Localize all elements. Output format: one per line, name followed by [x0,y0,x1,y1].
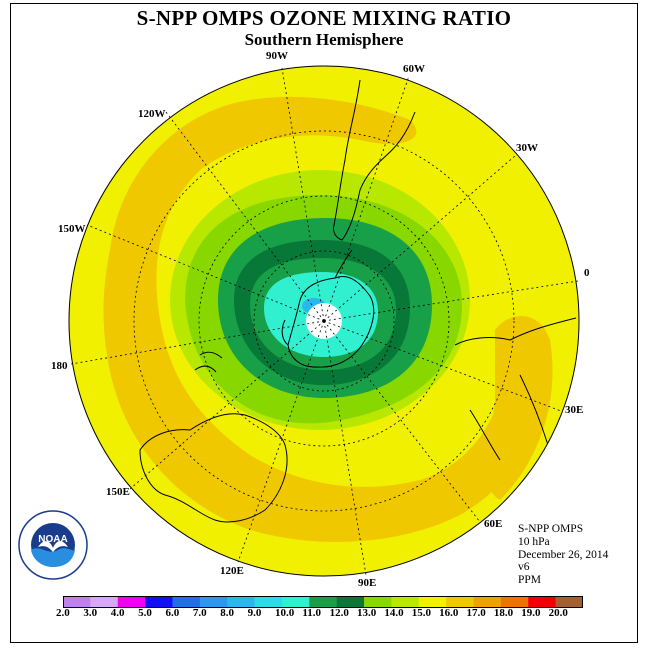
colorbar-swatch [528,596,556,608]
info-pressure: 10 hPa [518,535,550,548]
colorbar-swatch [117,596,146,608]
colorbar-swatch [172,596,201,608]
colorbar [63,596,583,608]
colorbar-swatch [90,596,119,608]
colorbar-tick-label: 15.0 [411,607,432,619]
meridians [70,67,579,576]
colorbar-tick-label: 9.0 [247,607,262,619]
colorbar-swatch [281,596,310,608]
graticule [133,130,515,512]
colorbar-tick-label: 19.0 [521,607,541,619]
colorbar-tick-label: 3.0 [83,607,98,619]
colorbar-swatch [309,596,337,608]
lon-label-90e: 90E [358,577,377,589]
colorbar-tick-label: 7.0 [192,607,207,619]
colorbar-border [63,596,583,608]
map-subtitle: Southern Hemisphere [244,30,404,49]
colorbar-swatch [227,596,255,608]
colorbar-swatch [391,596,420,608]
colorbar-swatch [555,596,583,608]
ozone-field [69,66,579,576]
lon-label-30e: 30E [565,404,584,416]
colorbar-swatch [145,596,173,608]
colorbar-swatch [336,596,365,608]
colorbar-swatch [63,596,91,608]
colorbar-tick-label: 20.0 [548,607,568,619]
info-date: December 26, 2014 [518,548,609,561]
colorbar-tick-label: 5.0 [138,607,152,619]
lon-label-0: 0 [584,267,590,279]
colorbar-swatch [254,596,283,608]
coastlines [139,79,577,523]
noaa-logo: NOAA [18,510,88,580]
colorbar-swatch [473,596,502,608]
colorbar-tick-label: 17.0 [466,607,486,619]
colorbar-tick-label: 4.0 [110,607,125,619]
colorbar-tick-label: 8.0 [220,607,234,619]
logo-text: NOAA [38,534,67,545]
colorbar-swatch [500,596,529,608]
colorbar-tick-label: 13.0 [357,607,377,619]
lon-label-90w: 90W [266,50,288,62]
lon-label-30w: 30W [516,142,538,154]
lon-label-60e: 60E [484,518,503,530]
map-boundary [68,65,580,577]
colorbar-tick-label: 16.0 [439,607,459,619]
plot-frame [10,3,638,643]
map-title: S-NPP OMPS OZONE MIXING RATIO [136,6,512,30]
colorbar-tick-label: 10.0 [274,607,295,619]
info-instrument: S-NPP OMPS [518,523,584,535]
info-units: PPM [518,574,542,587]
ozone-band-16 [103,96,551,542]
colorbar-tick-label: 2.0 [56,607,70,619]
info-block: S-NPP OMPS 10 hPa December 26, 2014 v6 P… [518,523,608,587]
lon-label-150e: 150E [106,486,130,498]
colorbar-tick-label: 14.0 [384,607,404,619]
lon-label-150w: 150W [58,223,86,235]
colorbar-tick-label: 11.0 [302,607,321,619]
colorbar-swatch [364,596,392,608]
colorbar-swatch [446,596,474,608]
lon-label-120e: 120E [220,565,244,577]
lon-label-60w: 60W [403,63,425,75]
ozone-band-16-east [488,316,553,500]
colorbar-swatch [199,596,228,608]
info-version: v6 [518,561,530,574]
colorbar-tick-label: 6.0 [165,607,180,619]
lon-label-120w: 120W [138,108,166,120]
colorbar-swatch [418,596,447,608]
lon-label-180: 180 [51,360,68,372]
colorbar-tick-label: 18.0 [493,607,514,619]
colorbar-tick-label: 12.0 [329,607,349,619]
